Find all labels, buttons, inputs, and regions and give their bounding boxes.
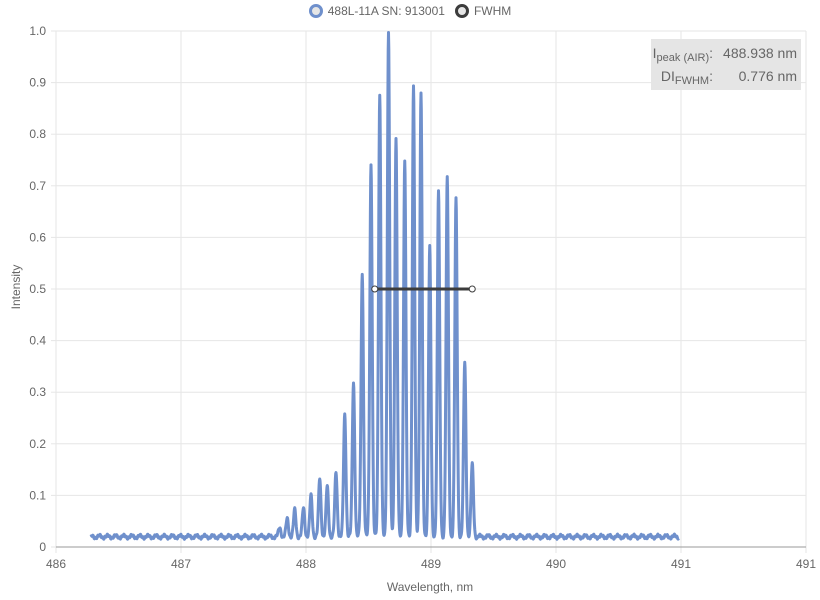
x-tick-label: 489 — [421, 557, 441, 571]
info-peak-row: Ipeak (AIR): 488.938 nm — [653, 45, 797, 64]
legend-marker-fwhm — [454, 4, 469, 18]
legend-marker-series1 — [308, 4, 323, 18]
fwhm-point[interactable] — [468, 285, 476, 293]
x-tick-label: 487 — [171, 557, 191, 571]
y-tick-label: 0.5 — [29, 282, 46, 296]
y-tick-label: 0.4 — [29, 334, 46, 348]
legend-label-series1: 488L-11A SN: 913001 — [327, 4, 445, 18]
info-peak-label: Ipeak (AIR): — [652, 45, 713, 64]
x-axis-label: Wavelength, nm — [386, 580, 474, 594]
legend[interactable]: 488L-11A SN: 913001 FWHM — [0, 4, 820, 18]
y-tick-label: 0.9 — [29, 76, 46, 90]
y-tick-label: 0.6 — [29, 230, 46, 244]
info-fwhm-label: DIFWHM: — [660, 68, 713, 87]
legend-item-fwhm[interactable]: FWHM — [454, 4, 512, 18]
y-tick-label: 0.8 — [29, 127, 46, 141]
x-tick-label: 486 — [46, 557, 66, 571]
y-tick-label: 0.3 — [29, 385, 46, 399]
fwhm-point[interactable] — [371, 285, 379, 293]
plot-area — [89, 31, 680, 541]
info-fwhm-value: 0.776 nm — [738, 68, 797, 84]
y-tick-label: 0.2 — [29, 437, 46, 451]
y-tick-label: 0.1 — [29, 488, 46, 502]
y-tick-label: 1.0 — [29, 24, 46, 38]
y-axis: 0 0.1 0.2 0.3 0.4 0.5 0.6 0.7 0.8 0.9 1.0 — [29, 24, 56, 554]
x-tick-label: 491 — [671, 557, 691, 571]
info-box: Ipeak (AIR): 488.938 nm DIFWHM: 0.776 nm — [651, 39, 801, 90]
legend-item-series1[interactable]: 488L-11A SN: 913001 — [308, 4, 445, 18]
x-tick-label: 490 — [546, 557, 566, 571]
legend-label-fwhm: FWHM — [473, 4, 512, 18]
x-axis: 486 487 488 489 490 491 491 — [46, 557, 816, 571]
y-axis-label: Intensity — [9, 264, 23, 310]
info-peak-value: 488.938 nm — [723, 45, 797, 61]
y-tick-label: 0.7 — [29, 179, 46, 193]
info-fwhm-row: DIFWHM: 0.776 nm — [661, 68, 797, 87]
x-tick-label: 488 — [296, 557, 316, 571]
x-tick-label: 491 — [796, 557, 816, 571]
y-tick-label: 0 — [39, 540, 46, 554]
series-line-488L-11A — [89, 31, 680, 541]
